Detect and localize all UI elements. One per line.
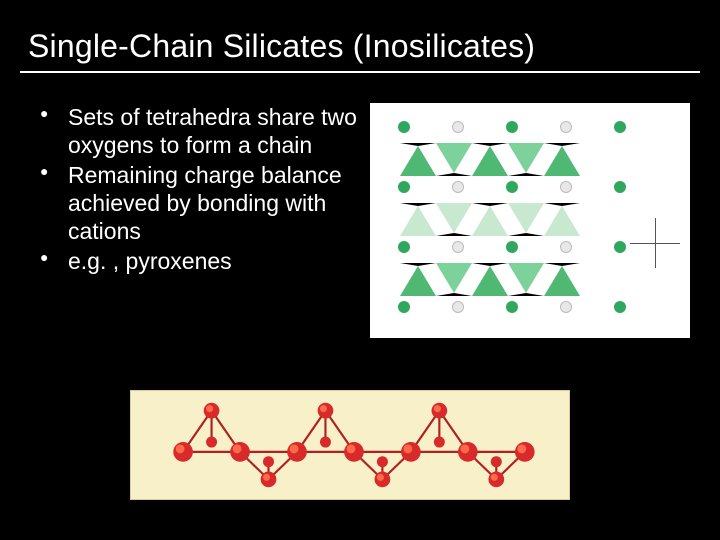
cation-dot — [452, 181, 464, 193]
bullet-list: Sets of tetrahedra share two oxygens to … — [40, 103, 360, 338]
cation-dot — [560, 181, 572, 193]
cation-dot — [614, 121, 626, 133]
list-item: Sets of tetrahedra share two oxygens to … — [40, 103, 360, 159]
slide-title: Single-Chain Silicates (Inosilicates) — [0, 0, 720, 71]
tetrahedron-icon — [400, 203, 436, 236]
cation-dot — [506, 301, 518, 313]
cation-dot — [452, 121, 464, 133]
tetrahedron-icon — [400, 143, 436, 176]
cation-dot — [398, 241, 410, 253]
chain-diagram — [131, 391, 569, 499]
cation-dot — [398, 121, 410, 133]
tetrahedron-icon — [508, 143, 544, 176]
tetrahedra-chain-figure — [130, 390, 570, 500]
cation-dot — [506, 241, 518, 253]
cation-dot — [614, 181, 626, 193]
cation-dot — [614, 241, 626, 253]
tetrahedron-icon — [436, 263, 472, 296]
tetrahedron-icon — [544, 203, 580, 236]
cation-dot — [506, 121, 518, 133]
tetrahedron-icon — [436, 143, 472, 176]
cation-dot — [560, 301, 572, 313]
tetrahedron-icon — [472, 203, 508, 236]
crystal-diagram — [370, 103, 690, 338]
cation-dot — [452, 241, 464, 253]
cation-dot — [506, 181, 518, 193]
cation-dot — [398, 301, 410, 313]
cation-dot — [560, 241, 572, 253]
list-item: Remaining charge balance achieved by bon… — [40, 161, 360, 245]
axis-line — [655, 218, 656, 268]
tetrahedron-icon — [544, 263, 580, 296]
list-item: e.g. , pyroxenes — [40, 247, 360, 275]
tetrahedron-icon — [508, 203, 544, 236]
cation-dot — [452, 301, 464, 313]
tetrahedron-icon — [472, 143, 508, 176]
cation-dot — [398, 181, 410, 193]
slide: Single-Chain Silicates (Inosilicates) Se… — [0, 0, 720, 540]
cation-dot — [560, 121, 572, 133]
tetrahedron-icon — [472, 263, 508, 296]
content-row: Sets of tetrahedra share two oxygens to … — [0, 73, 720, 338]
crystal-structure-figure — [370, 103, 690, 338]
cation-dot — [614, 301, 626, 313]
tetrahedron-icon — [400, 263, 436, 296]
tetrahedron-icon — [508, 263, 544, 296]
tetrahedron-icon — [436, 203, 472, 236]
tetrahedron-icon — [544, 143, 580, 176]
